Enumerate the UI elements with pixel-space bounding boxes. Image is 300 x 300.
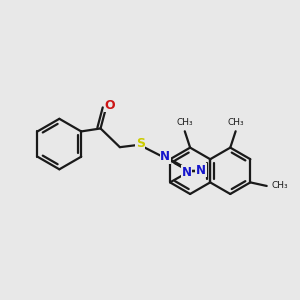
- Text: CH₃: CH₃: [227, 118, 244, 127]
- Text: CH₃: CH₃: [272, 182, 288, 190]
- Text: O: O: [104, 99, 115, 112]
- Text: S: S: [136, 137, 145, 150]
- Text: CH₃: CH₃: [176, 118, 193, 127]
- Text: N: N: [160, 150, 170, 163]
- Text: N: N: [196, 164, 206, 177]
- Text: N: N: [182, 166, 192, 179]
